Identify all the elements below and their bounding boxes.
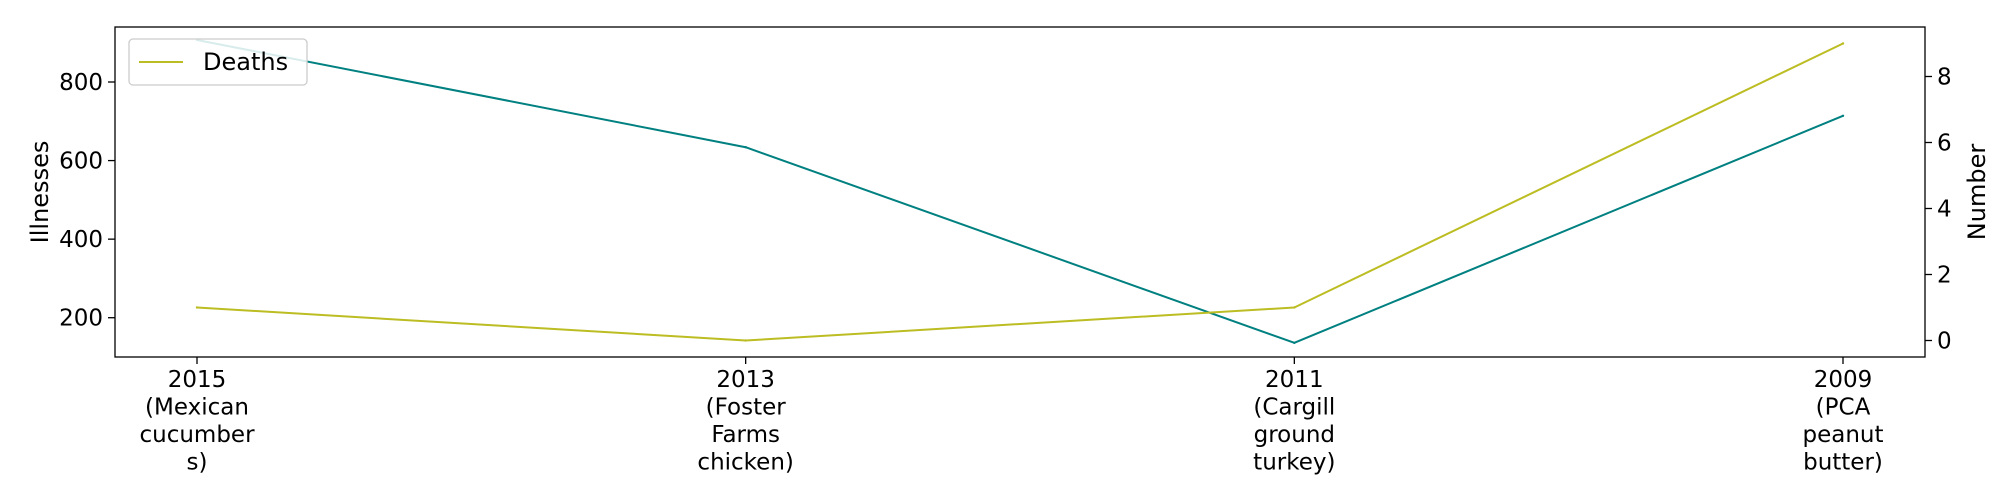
y-left-tick-label: 400: [59, 227, 103, 253]
x-tick-label: 2015 (Mexican cucumber s): [139, 367, 255, 476]
y-right-tick-label: 4: [1937, 197, 1952, 223]
x-tick-label-line: (Foster: [706, 395, 787, 421]
x-tick-label-line: 2011: [1265, 367, 1324, 393]
x-tick-label-line: Farms: [711, 422, 780, 448]
x-tick-label-line: 2009: [1814, 367, 1873, 393]
series-line-0: [196, 38, 1844, 344]
x-tick-label-line: (PCA: [1816, 395, 1871, 421]
x-tick-label-line: 2013: [716, 367, 775, 393]
data-point: [1841, 42, 1845, 45]
x-tick-label: 2013 (Foster Farms chicken): [697, 367, 793, 476]
x-tick-label-line: 2015: [168, 367, 227, 393]
x-tick-label-line: chicken): [697, 450, 793, 476]
data-point: [1841, 114, 1845, 117]
x-tick-label-line: cucumber: [139, 422, 255, 448]
y-right-tick-label: 2: [1937, 263, 1952, 289]
x-tick-label-line: s): [187, 450, 208, 476]
x-tick-label: 2011 (Cargill ground turkey): [1253, 367, 1335, 476]
series-line-1: [196, 42, 1844, 342]
y-left-tick-label: 600: [59, 149, 103, 175]
y-right-tick-label: 6: [1937, 131, 1952, 157]
legend-entry-label: Deaths: [203, 48, 288, 76]
y-right-tick-label: 8: [1937, 65, 1952, 91]
x-axis: 2015 (Mexican cucumber s) 2013 (Foster Farms ch…: [139, 357, 1884, 476]
data-point: [744, 339, 747, 342]
data-point: [744, 146, 747, 149]
x-tick-label-line: ground: [1254, 422, 1335, 448]
x-tick-label-line: peanut: [1802, 422, 1883, 448]
data-point: [1293, 306, 1296, 309]
data-point: [1293, 341, 1296, 345]
y-axis-left-title: Illnesses: [26, 141, 54, 244]
x-tick-label: 2009 (PCA peanut butter): [1802, 367, 1883, 476]
y-left-tick-label: 800: [59, 70, 103, 96]
y-axis-right-title: Number: [1963, 144, 1991, 241]
x-tick-label-line: (Mexican: [145, 395, 249, 421]
y-axis-left: 200 400 600 800: [59, 70, 115, 332]
data-point: [195, 306, 199, 309]
chart-marks: [195, 38, 1845, 345]
x-tick-label-line: (Cargill: [1253, 395, 1335, 421]
legend-box: [128, 38, 308, 86]
legend: Deaths: [128, 38, 308, 86]
plot-frame: [114, 26, 1926, 358]
y-left-tick-label: 200: [59, 306, 103, 332]
y-right-tick-label: 0: [1937, 329, 1952, 355]
y-axis-right: 0 2 4 6 8: [1925, 65, 1952, 355]
x-tick-label-line: turkey): [1253, 450, 1335, 476]
x-tick-label-line: butter): [1803, 450, 1883, 476]
